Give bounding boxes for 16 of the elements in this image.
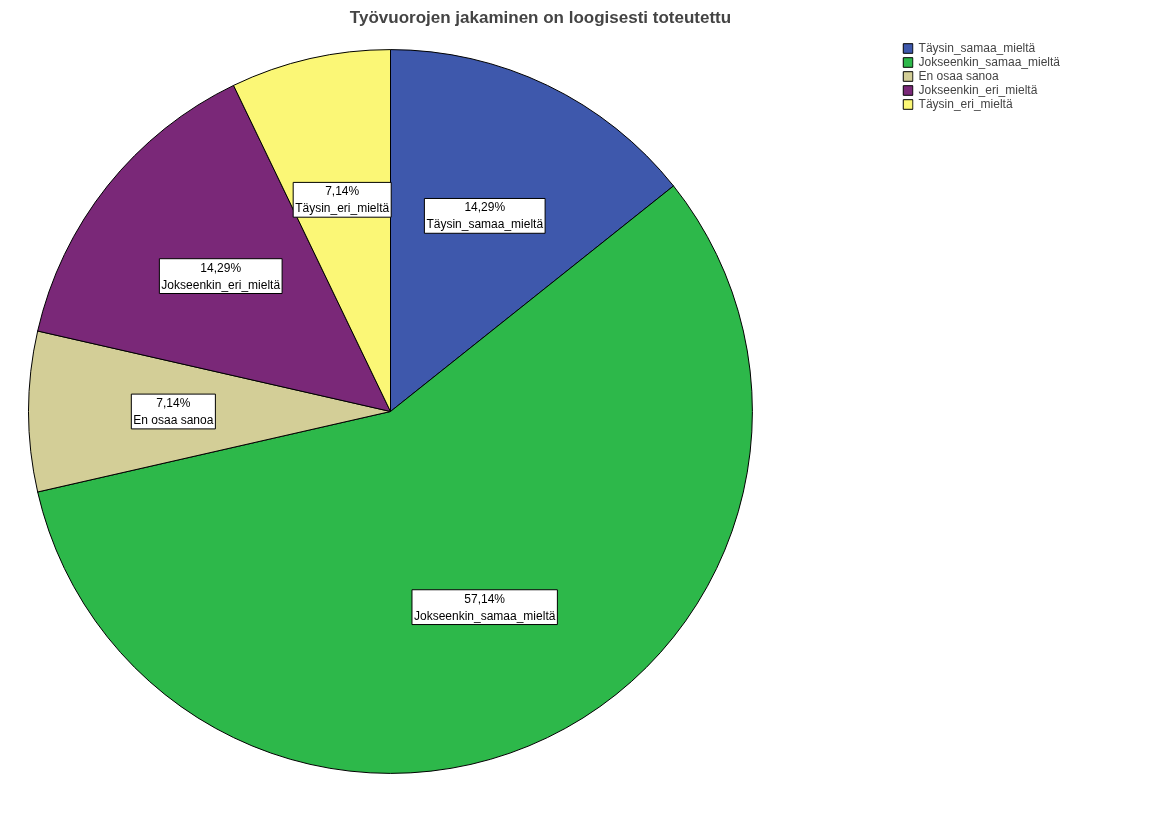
data-label: 7,14% [156, 396, 191, 411]
slice-label: Täysin_eri_mieltä [295, 201, 390, 216]
slice-label: Jokseenkin_eri_mieltä [161, 277, 281, 292]
data-label: 14,29% [200, 260, 242, 275]
data-label: 7,14% [325, 184, 360, 199]
slice-label: Jokseenkin_samaa_mieltä [413, 608, 556, 623]
data-label: 57,14% [464, 591, 506, 606]
legend-label: En osaa sanoa [918, 69, 999, 83]
data-label: 14,29% [464, 200, 506, 215]
slice-label: En osaa sanoa [133, 412, 214, 427]
legend-label: Täysin_samaa_mieltä [918, 41, 1036, 55]
legend-label: Jokseenkin_samaa_mieltä [918, 55, 1060, 69]
slice-label: Täysin_samaa_mieltä [426, 217, 544, 232]
legend-label: Jokseenkin_eri_mieltä [918, 83, 1038, 97]
legend-label: Täysin_eri_mieltä [918, 97, 1013, 111]
chart-title: Työvuorojen jakaminen on loogisesti toteutettu [349, 7, 732, 27]
